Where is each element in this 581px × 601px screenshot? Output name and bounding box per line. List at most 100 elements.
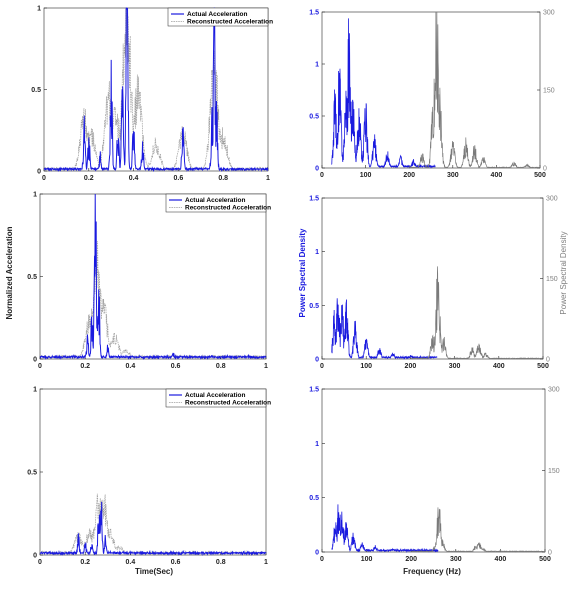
y-tick-label: 0.5	[309, 495, 319, 502]
y2-tick-label: 300	[548, 387, 560, 394]
psd-series-right	[410, 507, 546, 553]
y2-tick-label: 150	[546, 276, 558, 283]
legend-label: Reconstructed Acceleration	[185, 205, 271, 212]
subplot-5: 0 0.2 0.4 0.6 0.8 1 0 0.5 1 Actual AccelerationRe…	[27, 387, 271, 567]
legend-label: Reconstructed Acceleration	[187, 19, 273, 26]
y2-tick-label: 300	[543, 10, 555, 17]
x-tick-label: 100	[360, 172, 372, 179]
psd-series-left	[331, 18, 436, 169]
x-tick-label: 1	[264, 363, 268, 370]
x-tick-label: 400	[491, 172, 503, 179]
legend-label: Actual Acceleration	[185, 392, 245, 399]
x-tick-label: 1	[266, 175, 270, 182]
x-tick-label: 0	[320, 556, 324, 563]
x-tick-label: 0.2	[84, 175, 94, 182]
x-tick-label: 0.4	[126, 363, 136, 370]
x-tick-label: 0.8	[216, 559, 226, 566]
y-tick-label: 1.5	[309, 196, 319, 203]
plot-frame	[321, 197, 544, 360]
y-tick-label: 0	[33, 553, 37, 560]
reconstructed-series	[43, 7, 269, 172]
x-tick-label: 0	[42, 175, 46, 182]
legend-box	[165, 388, 267, 408]
actual-series	[39, 501, 267, 557]
x-tick-label: 200	[403, 172, 415, 179]
x-tick-label: 300	[449, 363, 461, 370]
x-tick-label: 100	[361, 556, 373, 563]
y-tick-label: 1	[37, 6, 41, 13]
actual-series	[39, 193, 267, 361]
x-tick-label: 0.4	[126, 559, 136, 566]
y-tick-label: 1.5	[309, 10, 319, 17]
x-tick-label: 300	[450, 556, 462, 563]
x-label-frequency: Frequency (Hz)	[403, 567, 461, 576]
x-tick-label: 500	[534, 172, 546, 179]
legend-box	[165, 193, 267, 213]
x-tick-label: 0.6	[174, 175, 184, 182]
legend-box	[167, 7, 269, 27]
y-tick-label: 0.5	[27, 470, 37, 477]
y-tick-label: 1	[315, 249, 319, 256]
actual-series	[43, 7, 269, 173]
y-tick-label: 0.5	[309, 114, 319, 121]
x-tick-label: 400	[495, 556, 507, 563]
x-tick-label: 300	[447, 172, 459, 179]
x-tick-label: 0.8	[216, 363, 226, 370]
x-tick-label: 400	[493, 363, 505, 370]
psd-series-right	[408, 11, 541, 169]
psd-series-left	[331, 504, 439, 554]
legend-label: Actual Acceleration	[187, 11, 247, 18]
y-tick-label: 0	[315, 357, 319, 364]
y2-tick-label: 150	[548, 468, 560, 475]
y-tick-label: 0	[33, 357, 37, 364]
plot-frame	[39, 388, 267, 556]
x-tick-label: 100	[360, 363, 372, 370]
y2-tick-label: 0	[543, 166, 547, 173]
x-tick-label: 500	[537, 363, 549, 370]
y-tick-label: 1	[315, 441, 319, 448]
y2-tick-label: 150	[543, 88, 555, 95]
plot-frame	[39, 193, 267, 360]
y-tick-label: 0	[315, 166, 319, 173]
x-tick-label: 0.2	[80, 363, 90, 370]
y2-tick-label: 0	[548, 550, 552, 557]
x-tick-label: 0.8	[218, 175, 228, 182]
x-tick-label: 0	[320, 363, 324, 370]
y-tick-label: 0.5	[309, 303, 319, 310]
x-tick-label: 0.4	[129, 175, 139, 182]
x-label-time: Time(Sec)	[135, 567, 173, 576]
x-tick-label: 0.2	[80, 559, 90, 566]
x-tick-label: 200	[405, 363, 417, 370]
y2-tick-label: 0	[546, 357, 550, 364]
x-tick-label: 0.6	[171, 363, 181, 370]
x-tick-label: 0	[38, 559, 42, 566]
x-tick-label: 0	[38, 363, 42, 370]
x-tick-label: 200	[405, 556, 417, 563]
y-tick-label: 1	[315, 62, 319, 69]
y-tick-label: 1	[33, 192, 37, 199]
y-tick-label: 0.5	[27, 274, 37, 281]
y-tick-label: 0	[37, 169, 41, 176]
psd-series-right	[410, 266, 544, 360]
y-tick-label: 1	[33, 387, 37, 394]
subplot-3: 0 0.2 0.4 0.6 0.8 1 0 0.5 1 Actual AccelerationRe…	[27, 192, 271, 371]
y2-tick-label: 300	[546, 196, 558, 203]
x-tick-label: 1	[264, 559, 268, 566]
y-tick-label: 0.5	[31, 87, 41, 94]
x-tick-label: 500	[539, 556, 551, 563]
plot-frame	[321, 388, 546, 553]
legend-label: Reconstructed Acceleration	[185, 400, 271, 407]
y-label-psd-right: Power Spectral Density	[559, 231, 568, 314]
y-label-psd-left: Power Spectral Density	[298, 228, 307, 317]
y-label-normalized-acceleration: Normalized Acceleration	[5, 226, 14, 319]
subplot-1: 0 0.2 0.4 0.6 0.8 1 0 0.5 1 Actual AccelerationRe…	[31, 6, 273, 183]
x-tick-label: 0	[320, 172, 324, 179]
legend-label: Actual Acceleration	[185, 197, 245, 204]
